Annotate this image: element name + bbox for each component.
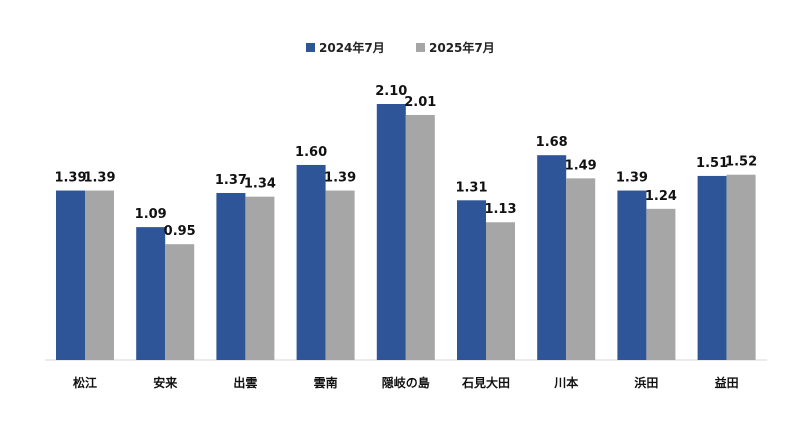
bars-group — [56, 104, 756, 360]
bar-2024-5 — [457, 200, 486, 360]
category-label-4: 隠岐の島 — [382, 375, 430, 390]
value-label-2025-5: 1.13 — [484, 202, 516, 217]
value-label-2024-4: 2.10 — [375, 84, 407, 99]
value-label-2024-2: 1.37 — [215, 173, 247, 188]
value-label-2025-8: 1.52 — [725, 155, 757, 170]
category-label-0: 松江 — [73, 375, 97, 390]
category-label-5: 石見大田 — [461, 375, 510, 390]
bar-2024-1 — [136, 227, 166, 360]
category-label-2: 出雲 — [233, 375, 257, 390]
category-labels-group: 松江 安来 出雲 雲南 隠岐の島 石見大田 川本 浜田 益田 — [73, 375, 739, 390]
legend-label-2024: 2024年7月 — [319, 40, 385, 55]
bar-2025-3 — [325, 190, 355, 360]
value-label-2024-3: 1.60 — [295, 145, 327, 160]
value-label-2024-1: 1.09 — [135, 207, 167, 222]
value-label-2025-4: 2.01 — [404, 95, 436, 110]
bar-2024-8 — [697, 175, 727, 360]
bar-2025-2 — [245, 196, 275, 360]
bar-2024-6 — [537, 155, 567, 360]
bar-2024-7 — [617, 190, 647, 360]
legend: 2024年7月 2025年7月 — [306, 40, 495, 55]
legend-swatch-2024 — [306, 43, 315, 52]
value-label-2025-1: 0.95 — [164, 224, 196, 239]
value-labels-group: 1.391.391.090.951.371.341.601.392.102.01… — [54, 84, 757, 239]
bar-2025-0 — [85, 190, 114, 360]
category-label-6: 川本 — [553, 375, 578, 390]
value-label-2024-0: 1.39 — [54, 171, 86, 186]
legend-label-2025: 2025年7月 — [429, 40, 495, 55]
bar-2025-4 — [405, 114, 435, 360]
bar-2025-6 — [566, 178, 596, 360]
legend-swatch-2025 — [416, 43, 425, 52]
bar-2024-0 — [56, 190, 85, 360]
value-label-2024-8: 1.51 — [696, 156, 728, 171]
bar-2025-1 — [165, 244, 195, 360]
value-label-2025-0: 1.39 — [83, 171, 115, 186]
bar-2025-8 — [726, 174, 756, 360]
bar-2025-5 — [486, 222, 515, 360]
bar-2024-2 — [216, 192, 246, 360]
value-label-2025-2: 1.34 — [244, 177, 276, 192]
category-label-3: 雲南 — [314, 375, 338, 390]
category-label-1: 安来 — [153, 375, 178, 390]
bar-2024-4 — [376, 104, 406, 360]
value-label-2025-6: 1.49 — [565, 158, 597, 173]
value-label-2025-3: 1.39 — [324, 171, 356, 186]
value-label-2024-5: 1.31 — [455, 180, 487, 195]
value-label-2024-6: 1.68 — [536, 135, 568, 150]
value-label-2025-7: 1.24 — [645, 189, 677, 204]
category-label-8: 益田 — [715, 375, 739, 390]
bar-2024-3 — [296, 164, 326, 360]
value-label-2024-7: 1.39 — [616, 171, 648, 186]
bar-2025-7 — [646, 208, 676, 360]
category-label-7: 浜田 — [634, 375, 658, 390]
